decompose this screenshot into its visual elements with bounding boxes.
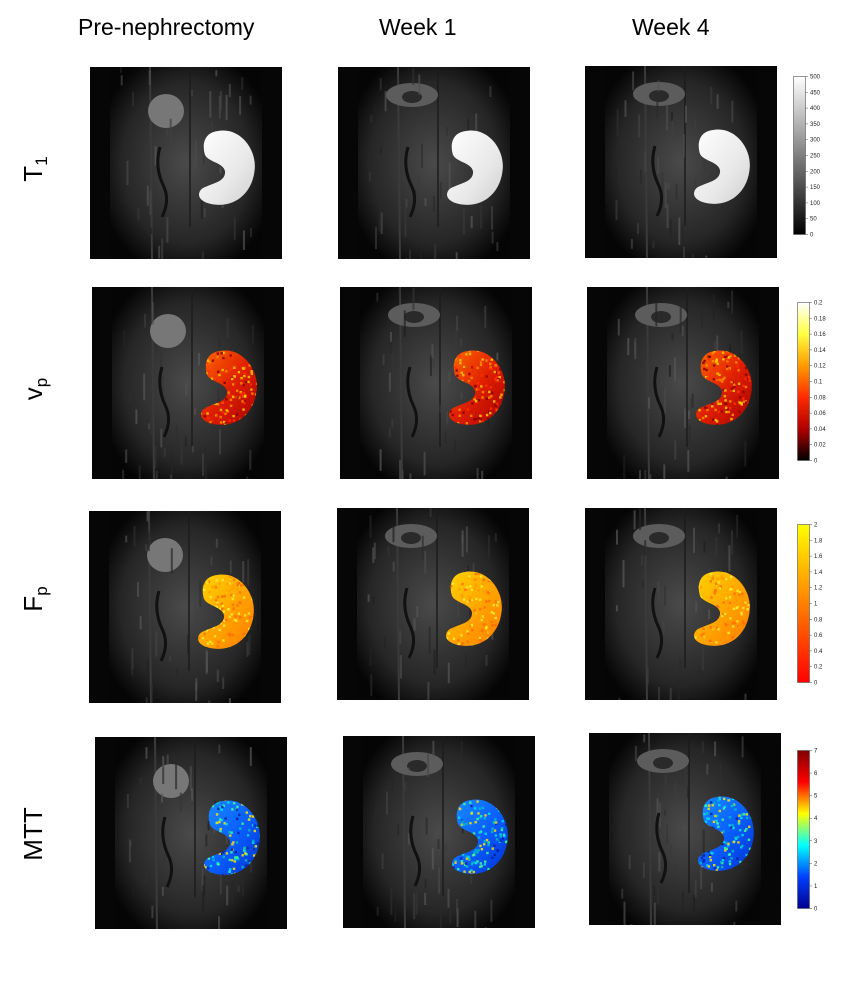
colorbar-tick-label: 1.4 [814, 570, 823, 576]
colorbar-tick-label: 0.2 [814, 301, 823, 307]
column-title-pre-nephrectomy: Pre-nephrectomy [78, 14, 255, 40]
colorbar-tick-label: 0.18 [814, 316, 826, 322]
colorbar-tick-label: 5 [814, 794, 818, 800]
colorbar-tick-label: 0.14 [814, 348, 826, 354]
colorbar-tick-label: 0 [810, 233, 814, 239]
colorbar-tick-label: 0.8 [814, 617, 823, 623]
mri-mtt-week-1 [343, 736, 535, 928]
colorbar-tick-label: 400 [810, 106, 821, 112]
colorbar-tick-label: 50 [810, 217, 817, 223]
row-label-mtt: MTT [18, 807, 48, 861]
colorbar-tick-label: 500 [810, 75, 821, 81]
colorbar-tick-label: 0.4 [814, 649, 823, 655]
colorbar-tick-label: 0.1 [814, 380, 823, 386]
colorbar-tick-label: 0.06 [814, 411, 826, 417]
colorbar-tick-label: 450 [810, 90, 821, 96]
colorbar-fp: 2 1.8 1.6 1.4 1.2 1 0.8 0.6 0.4 0.2 0 [797, 523, 841, 688]
colorbar-tick-label: 3 [814, 839, 818, 845]
colorbar-tick-label: 0 [814, 907, 818, 913]
colorbar-tick-label: 200 [810, 169, 821, 175]
colorbar-tick-label: 1.8 [814, 538, 823, 544]
colorbar-tick-label: 1.6 [814, 554, 823, 560]
colorbar-tick-label: 0.16 [814, 332, 826, 338]
colorbar-tick-label: 0.6 [814, 633, 823, 639]
row-label-t1: T1 [18, 156, 51, 182]
mri-t1-week-4 [585, 66, 777, 258]
colorbar-tick-label: 2 [814, 861, 818, 867]
row-label-vp: vp [18, 377, 51, 401]
colorbar-tick-label: 1.2 [814, 586, 823, 592]
column-title-week-1: Week 1 [379, 14, 457, 40]
colorbar-tick-label: 0 [814, 681, 818, 687]
colorbar-tick-label: 2 [814, 523, 818, 529]
colorbar-tick-label: 300 [810, 138, 821, 144]
mri-vp-week-1 [340, 287, 532, 479]
colorbar-tick-label: 0.04 [814, 427, 826, 433]
colorbar-tick-label: 0.2 [814, 665, 823, 671]
colorbar-tick-label: 6 [814, 771, 818, 777]
colorbar-tick-label: 1 [814, 602, 818, 608]
colorbar-mtt: 7 6 5 4 3 2 1 0 [797, 749, 841, 914]
colorbar-tick-label: 0.02 [814, 443, 826, 449]
mri-fp-week-1 [337, 508, 529, 700]
colorbar-tick-label: 4 [814, 816, 818, 822]
colorbar-t1: 500 450 400 350 300 250 200 150 100 50 0 [793, 75, 837, 240]
colorbar-tick-label: 7 [814, 749, 818, 755]
mri-fp-week-4 [585, 508, 777, 700]
mri-mtt-pre-nephrectomy [95, 737, 287, 929]
colorbar-vp: 0.2 0.18 0.16 0.14 0.12 0.1 0.08 0.06 0.04 0.02 0 [797, 301, 841, 466]
colorbar-tick-label: 1 [814, 884, 818, 890]
mri-t1-pre-nephrectomy [90, 67, 282, 259]
mri-t1-week-1 [338, 67, 530, 259]
colorbar-tick-label: 350 [810, 122, 821, 128]
colorbar-tick-label: 250 [810, 154, 821, 160]
mri-vp-week-4 [587, 287, 779, 479]
colorbar-tick-label: 0.08 [814, 395, 826, 401]
colorbar-tick-label: 150 [810, 185, 821, 191]
row-label-fp: Fp [18, 586, 51, 612]
mri-vp-pre-nephrectomy [92, 287, 284, 479]
column-title-week-4: Week 4 [632, 14, 710, 40]
colorbar-tick-label: 100 [810, 201, 821, 207]
colorbar-tick-label: 0 [814, 459, 818, 465]
mri-mtt-week-4 [589, 733, 781, 925]
colorbar-tick-label: 0.12 [814, 364, 826, 370]
mri-fp-pre-nephrectomy [89, 511, 281, 703]
